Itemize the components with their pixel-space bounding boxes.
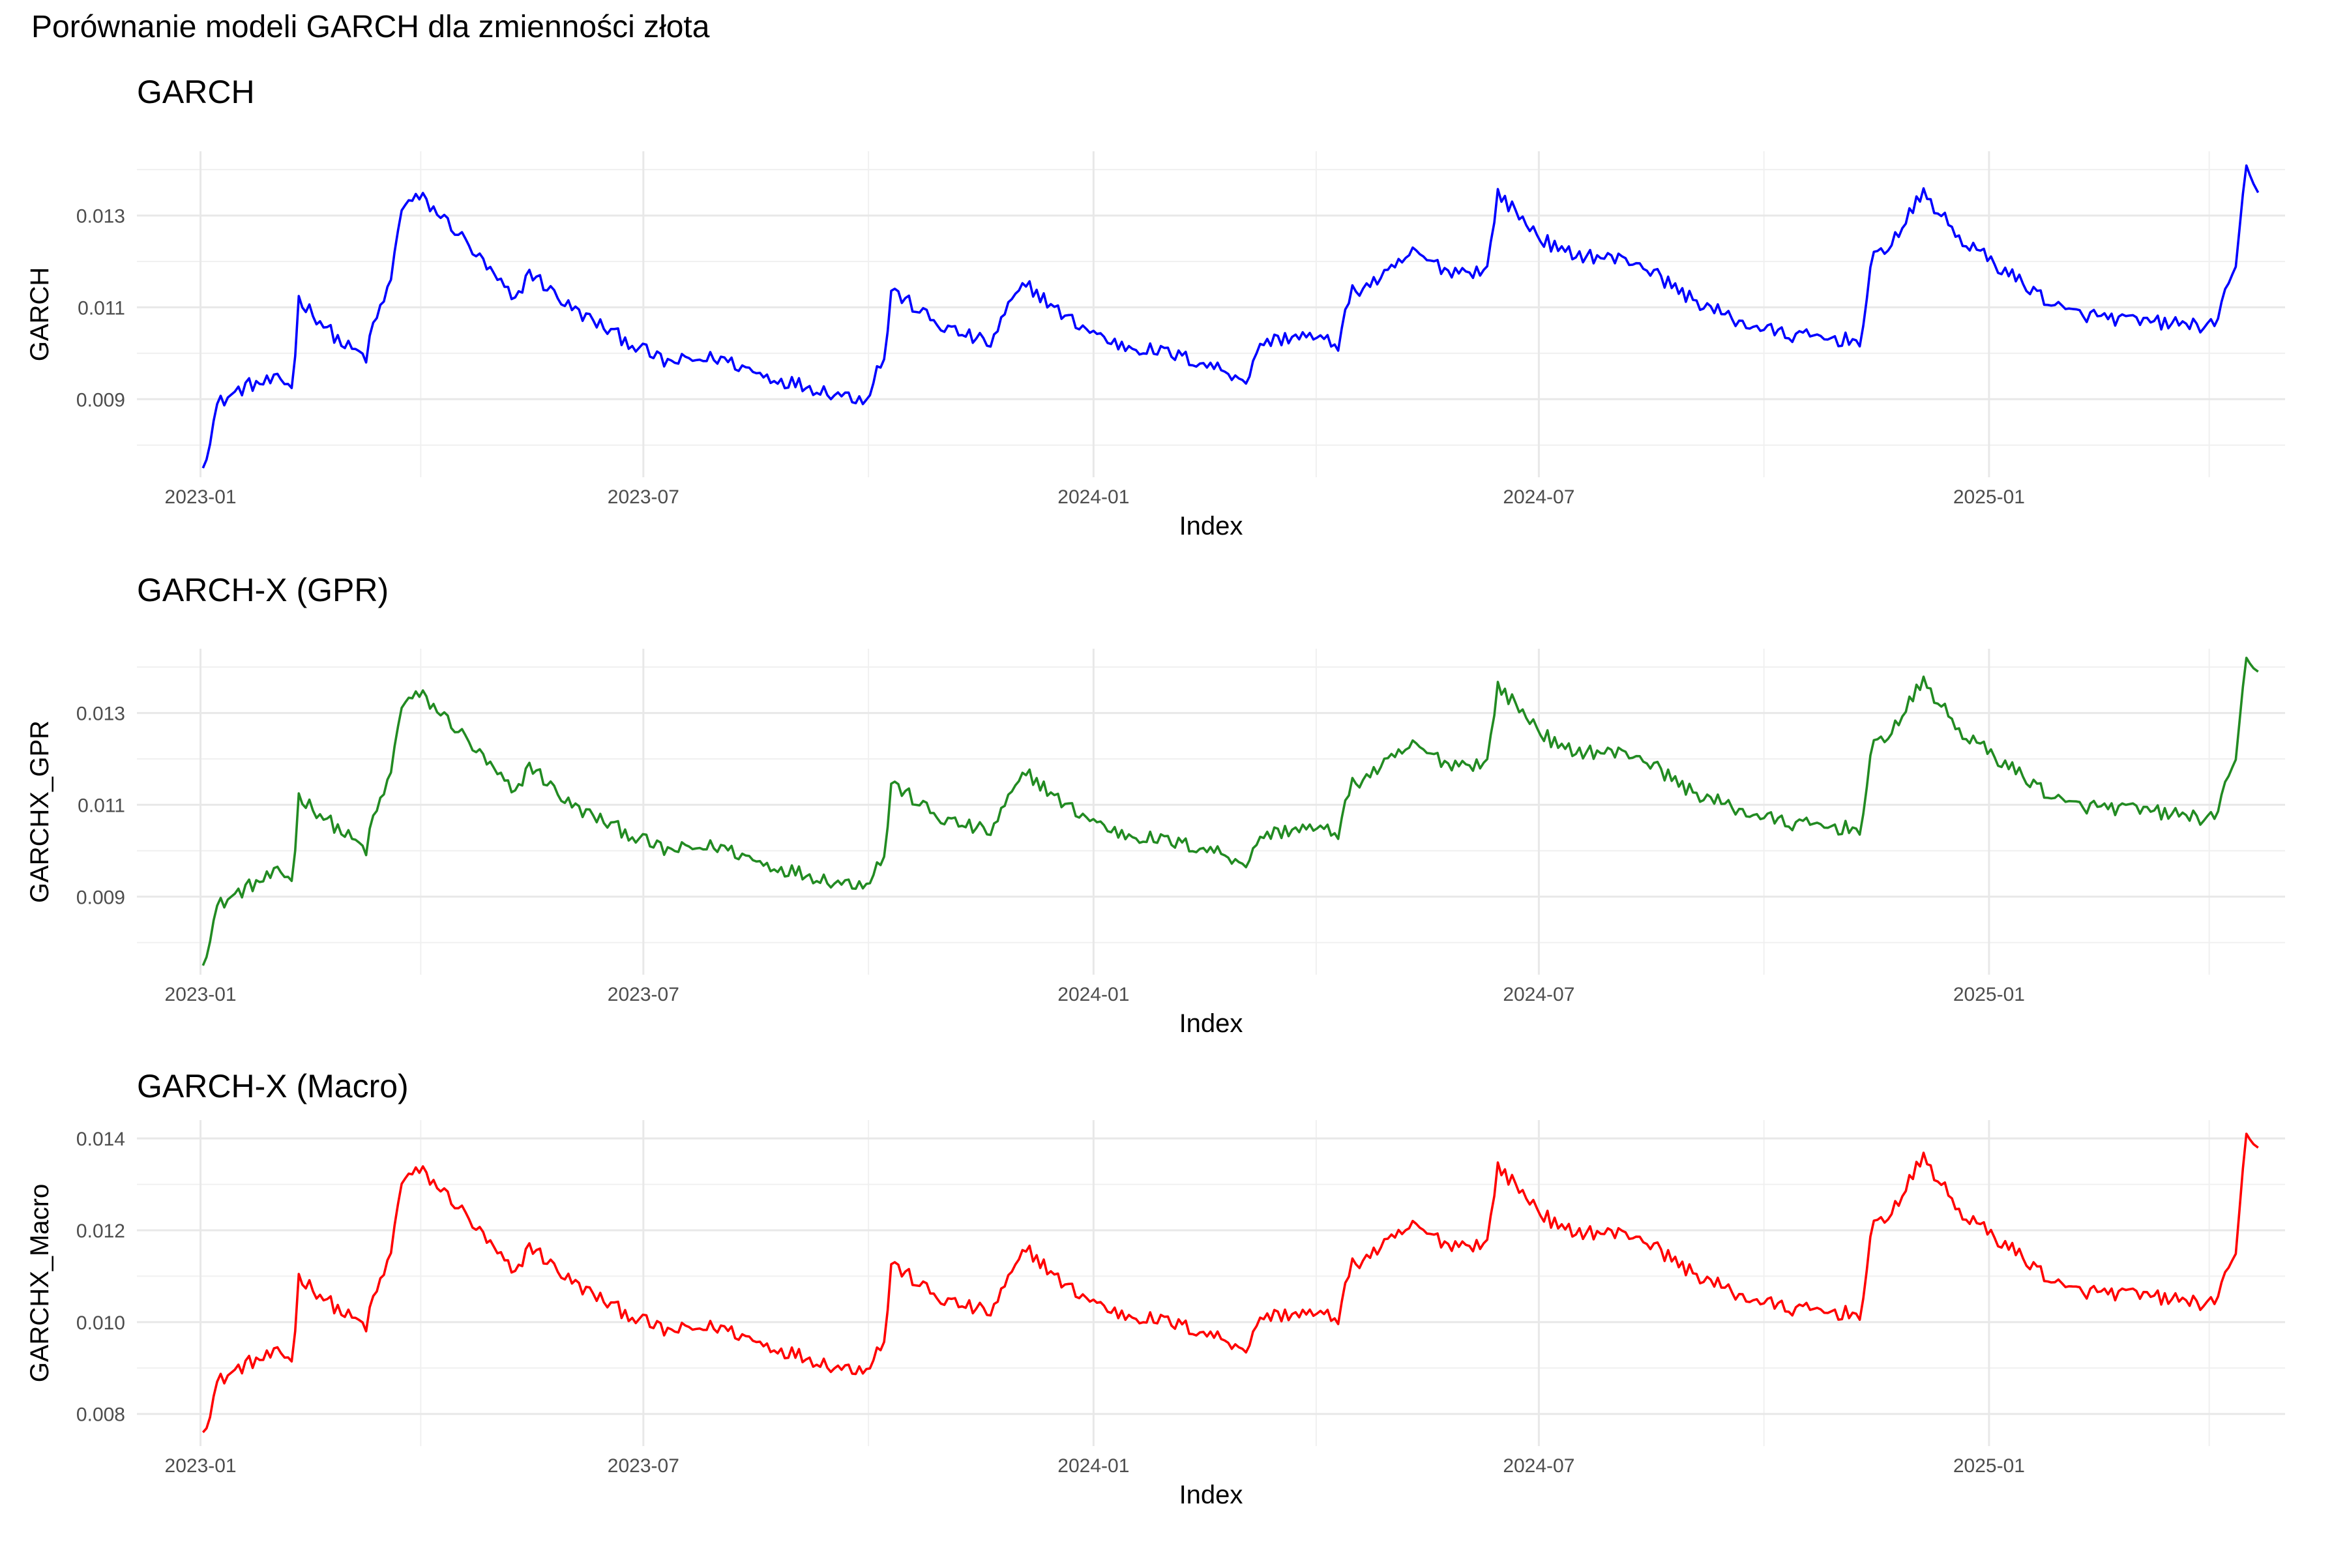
y-tick-label: 0.009 — [76, 389, 125, 411]
x-tick-label: 2024-01 — [1057, 486, 1129, 508]
x-tick-label: 2024-07 — [1503, 984, 1574, 1005]
panel-title: GARCH-X (Macro) — [137, 1068, 409, 1104]
x-tick-label: 2024-07 — [1503, 1455, 1574, 1477]
series-line — [201, 1132, 2259, 1434]
x-tick-label: 2023-07 — [608, 1455, 679, 1477]
x-tick-label: 2025-01 — [1953, 486, 2025, 508]
y-tick-label: 0.011 — [78, 297, 125, 319]
y-tick-label: 0.011 — [78, 795, 125, 816]
x-tick-label: 2024-01 — [1057, 984, 1129, 1005]
x-tick-label: 2024-07 — [1503, 486, 1574, 508]
y-tick-label: 0.008 — [76, 1404, 125, 1426]
y-axis-label: GARCH — [25, 267, 54, 361]
panel-3: 0.008 0.010 0.012 0.014 2023-01 2023-07 2024-0… — [25, 1068, 2285, 1509]
x-tick-label: 2025-01 — [1953, 1455, 2025, 1477]
x-tick-label: 2023-07 — [608, 486, 679, 508]
x-tick-label: 2023-07 — [608, 984, 679, 1005]
x-axis-label: Index — [1179, 1009, 1243, 1038]
figure-title: Porównanie modeli GARCH dla zmienności z… — [31, 10, 710, 44]
panel-title: GARCH-X (GPR) — [137, 572, 389, 608]
x-tick-label: 2024-01 — [1057, 1455, 1129, 1477]
y-tick-label: 0.012 — [76, 1220, 125, 1242]
y-axis-label: GARCHX_GPR — [25, 720, 54, 903]
panel-1: 0.009 0.011 0.013 2023-01 2023-07 2024-01 2024… — [25, 74, 2285, 540]
panel-title: GARCH — [137, 74, 255, 110]
x-tick-label: 2023-01 — [165, 984, 237, 1005]
x-tick-label: 2023-01 — [165, 1455, 237, 1477]
y-tick-label: 0.013 — [76, 703, 125, 725]
x-tick-label: 2023-01 — [165, 486, 237, 508]
panel-2: 0.009 0.011 0.013 2023-01 2023-07 2024-01 2024… — [25, 572, 2285, 1038]
series-line — [201, 657, 2259, 966]
y-axis-label: GARCHX_Macro — [25, 1184, 54, 1383]
series-line — [201, 164, 2260, 469]
y-tick-label: 0.010 — [76, 1312, 125, 1334]
x-axis-label: Index — [1179, 1481, 1243, 1509]
y-tick-label: 0.013 — [76, 206, 125, 228]
x-tick-label: 2025-01 — [1953, 984, 2025, 1005]
x-axis-label: Index — [1179, 512, 1243, 540]
y-tick-label: 0.014 — [76, 1129, 125, 1150]
y-tick-label: 0.009 — [76, 887, 125, 908]
